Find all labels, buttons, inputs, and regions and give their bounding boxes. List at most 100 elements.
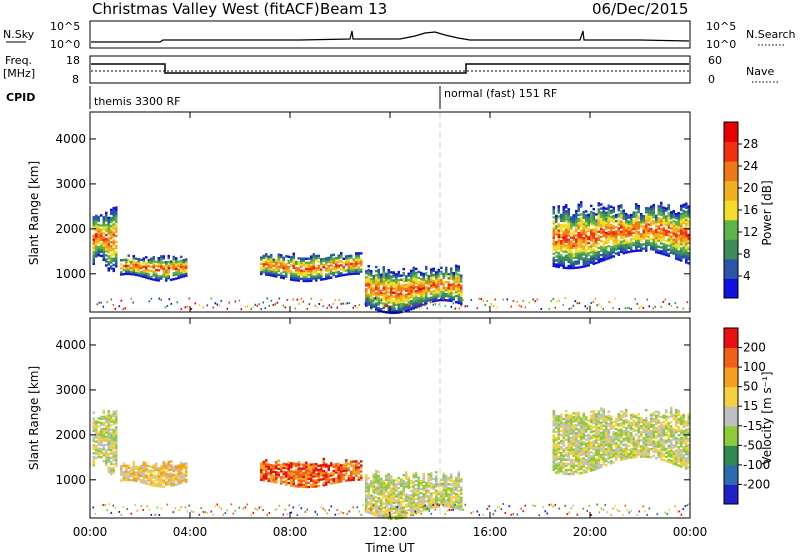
echo-cell xyxy=(97,451,100,454)
echo-cell xyxy=(620,204,623,207)
echo-cell xyxy=(587,425,590,428)
echo-cell xyxy=(552,444,555,447)
echo-cell xyxy=(367,295,370,298)
echo-cell xyxy=(685,224,688,228)
echo-cell xyxy=(377,513,380,516)
echo-cell xyxy=(287,259,290,263)
echo-cell xyxy=(405,513,408,517)
echo-cell xyxy=(367,489,370,492)
echo-cell xyxy=(567,418,570,421)
echo-cell xyxy=(145,266,148,269)
echo-cell xyxy=(162,465,165,468)
echo-cell xyxy=(157,467,160,470)
echo-cell xyxy=(115,254,118,258)
nsky-strip-frame xyxy=(89,20,691,49)
echo-cell xyxy=(460,492,463,495)
echo-cell xyxy=(627,224,630,227)
echo-cell xyxy=(607,210,610,213)
echo-cell xyxy=(370,480,373,483)
echo-cell xyxy=(605,417,608,420)
echo-cell xyxy=(402,267,405,271)
echo-cell xyxy=(552,430,555,433)
echo-cell xyxy=(412,494,415,498)
echo-cell xyxy=(107,232,110,236)
echo-cell xyxy=(597,208,600,211)
echo-cell xyxy=(605,429,608,433)
echo-cell xyxy=(675,223,678,226)
echo-cell xyxy=(155,276,158,280)
echo-cell xyxy=(620,236,623,239)
echo-cell xyxy=(102,242,105,245)
echo-cell xyxy=(297,473,300,476)
echo-cell xyxy=(552,460,555,463)
echo-cell xyxy=(622,454,625,457)
colorbar-segment xyxy=(724,258,738,279)
echo-cell xyxy=(632,213,635,216)
echo-cell xyxy=(127,270,130,274)
echo-cell xyxy=(592,456,595,459)
echo-cell xyxy=(97,417,100,420)
echo-cell xyxy=(580,245,583,248)
ground-scatter-cell xyxy=(246,305,249,308)
echo-cell xyxy=(570,432,573,435)
echo-cell xyxy=(400,502,403,506)
ground-scatter-cell xyxy=(466,305,469,308)
echo-cell xyxy=(577,244,580,247)
echo-cell xyxy=(282,470,285,474)
echo-cell xyxy=(562,230,565,233)
echo-cell xyxy=(565,462,568,465)
echo-cell xyxy=(667,222,670,225)
echo-cell xyxy=(145,272,148,275)
echo-cell xyxy=(455,507,458,510)
echo-cell xyxy=(332,271,335,275)
echo-cell xyxy=(590,441,593,444)
echo-cell xyxy=(675,255,678,258)
echo-cell xyxy=(565,454,568,457)
echo-cell xyxy=(160,257,163,260)
echo-cell xyxy=(302,471,305,474)
echo-cell xyxy=(555,220,558,224)
echo-cell xyxy=(352,476,355,479)
echo-cell xyxy=(160,477,163,480)
echo-cell xyxy=(135,273,138,277)
echo-cell xyxy=(612,224,615,228)
echo-cell xyxy=(435,501,438,504)
echo-cell xyxy=(452,504,455,507)
echo-cell xyxy=(652,240,655,243)
echo-cell xyxy=(417,276,420,280)
echo-cell xyxy=(435,471,438,474)
echo-cell xyxy=(297,465,300,468)
echo-cell xyxy=(307,279,310,283)
echo-cell xyxy=(682,232,685,235)
echo-cell xyxy=(402,274,405,277)
echo-cell xyxy=(620,414,623,417)
echo-cell xyxy=(662,214,665,217)
echo-cell xyxy=(397,293,400,296)
echo-cell xyxy=(680,218,683,222)
echo-cell xyxy=(655,214,658,217)
echo-cell xyxy=(595,461,598,465)
echo-cell xyxy=(567,210,570,213)
ground-scatter-cell xyxy=(354,305,357,307)
echo-cell xyxy=(660,209,663,213)
echo-cell xyxy=(660,236,663,239)
echo-cell xyxy=(667,232,670,235)
echo-cell xyxy=(685,259,688,262)
echo-cell xyxy=(100,421,103,425)
echo-cell xyxy=(382,278,385,281)
echo-cell xyxy=(320,278,323,281)
echo-cell xyxy=(565,240,568,243)
echo-cell xyxy=(105,439,108,442)
echo-cell xyxy=(150,475,153,479)
ground-scatter-cell xyxy=(662,300,665,303)
echo-cell xyxy=(575,458,578,461)
echo-cell xyxy=(387,295,390,298)
echo-cell xyxy=(285,263,288,266)
echo-cell xyxy=(412,270,415,274)
echo-cell xyxy=(647,243,650,247)
echo-cell xyxy=(297,263,300,266)
echo-cell xyxy=(180,259,183,263)
echo-cell xyxy=(430,290,433,293)
echo-cell xyxy=(172,469,175,473)
echo-cell xyxy=(337,478,340,482)
